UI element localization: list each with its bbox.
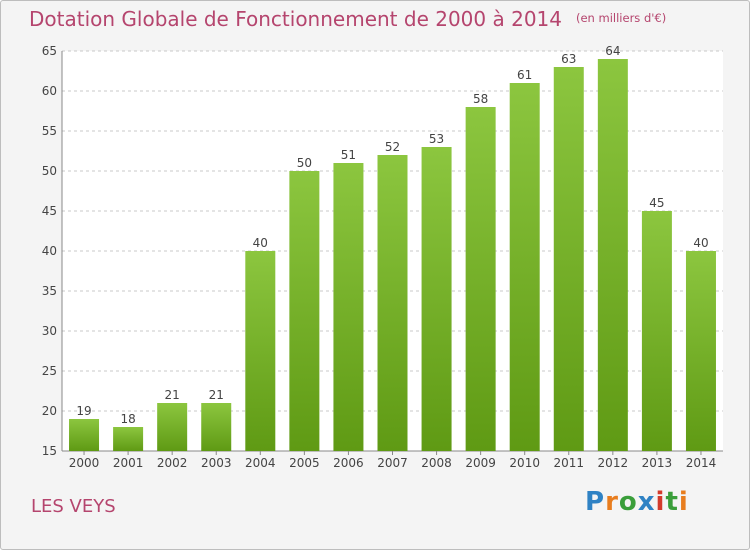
y-tick-label: 65 — [42, 44, 57, 58]
x-tick-label: 2006 — [333, 456, 364, 470]
bar — [421, 147, 452, 451]
x-tick-label: 2003 — [201, 456, 232, 470]
data-label: 21 — [165, 388, 180, 402]
data-label: 51 — [341, 148, 356, 162]
y-tick-label: 30 — [42, 324, 57, 338]
bar — [465, 107, 496, 451]
logo-letter: o — [618, 487, 638, 517]
logo-letter: i — [655, 487, 666, 517]
y-tick-label: 25 — [42, 364, 57, 378]
bar — [641, 211, 672, 451]
chart-title: Dotation Globale de Fonctionnement de 20… — [29, 7, 666, 31]
logo-letter: t — [665, 487, 679, 517]
data-label: 64 — [605, 44, 620, 58]
data-label: 21 — [209, 388, 224, 402]
y-tick-label: 45 — [42, 204, 57, 218]
y-tick-label: 60 — [42, 84, 57, 98]
bar — [69, 419, 100, 451]
data-label: 18 — [120, 412, 135, 426]
x-tick-label: 2001 — [113, 456, 144, 470]
x-tick-label: 2008 — [421, 456, 452, 470]
x-tick-label: 2005 — [289, 456, 320, 470]
bar — [377, 155, 408, 451]
bar — [157, 403, 188, 451]
data-label: 50 — [297, 156, 312, 170]
x-tick-label: 2010 — [509, 456, 540, 470]
data-label: 40 — [253, 236, 268, 250]
y-tick-label: 35 — [42, 284, 57, 298]
logo-letter: i — [678, 487, 689, 517]
x-tick-label: 2007 — [377, 456, 408, 470]
x-tick-label: 2014 — [686, 456, 717, 470]
data-label: 52 — [385, 140, 400, 154]
y-tick-label: 15 — [42, 444, 57, 458]
x-tick-label: 2004 — [245, 456, 276, 470]
x-tick-label: 2013 — [642, 456, 673, 470]
data-label: 58 — [473, 92, 488, 106]
logo-letter: r — [605, 487, 619, 517]
x-tick-label: 2002 — [157, 456, 188, 470]
place-name: LES VEYS — [31, 496, 116, 517]
data-label: 53 — [429, 132, 444, 146]
bar — [509, 83, 540, 451]
y-tick-label: 40 — [42, 244, 57, 258]
data-label: 19 — [76, 404, 91, 418]
bar — [685, 251, 716, 451]
x-tick-label: 2011 — [553, 456, 584, 470]
y-tick-label: 50 — [42, 164, 57, 178]
data-label: 61 — [517, 68, 532, 82]
bar — [333, 163, 364, 451]
logo-letter: P — [585, 487, 606, 517]
bar — [553, 67, 584, 451]
proxiti-logo: Proxiti — [585, 487, 689, 517]
y-tick-label: 55 — [42, 124, 57, 138]
chart-title-text: Dotation Globale de Fonctionnement de 20… — [29, 7, 562, 31]
bar — [245, 251, 276, 451]
y-tick-label: 20 — [42, 404, 57, 418]
bar — [597, 59, 628, 451]
logo-letter: x — [637, 487, 656, 517]
x-tick-label: 2012 — [598, 456, 629, 470]
x-tick-label: 2009 — [465, 456, 496, 470]
chart-unit: (en milliers d'€) — [576, 11, 667, 25]
x-tick-label: 2000 — [69, 456, 100, 470]
data-label: 40 — [693, 236, 708, 250]
bar — [113, 427, 144, 451]
data-label: 63 — [561, 52, 576, 66]
bar — [289, 171, 320, 451]
bar — [201, 403, 232, 451]
data-label: 45 — [649, 196, 664, 210]
